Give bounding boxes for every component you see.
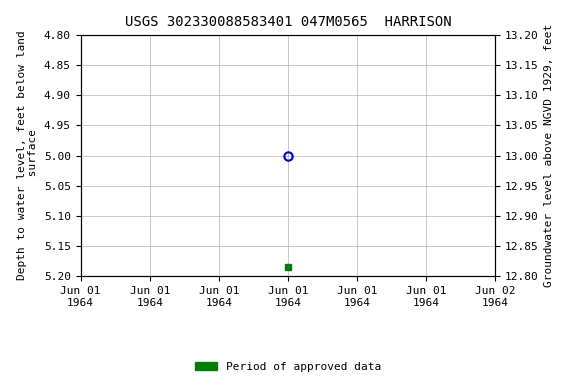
Y-axis label: Depth to water level, feet below land
 surface: Depth to water level, feet below land su… bbox=[17, 31, 39, 280]
Y-axis label: Groundwater level above NGVD 1929, feet: Groundwater level above NGVD 1929, feet bbox=[544, 24, 554, 287]
Title: USGS 302330088583401 047M0565  HARRISON: USGS 302330088583401 047M0565 HARRISON bbox=[124, 15, 452, 29]
Legend: Period of approved data: Period of approved data bbox=[191, 358, 385, 377]
